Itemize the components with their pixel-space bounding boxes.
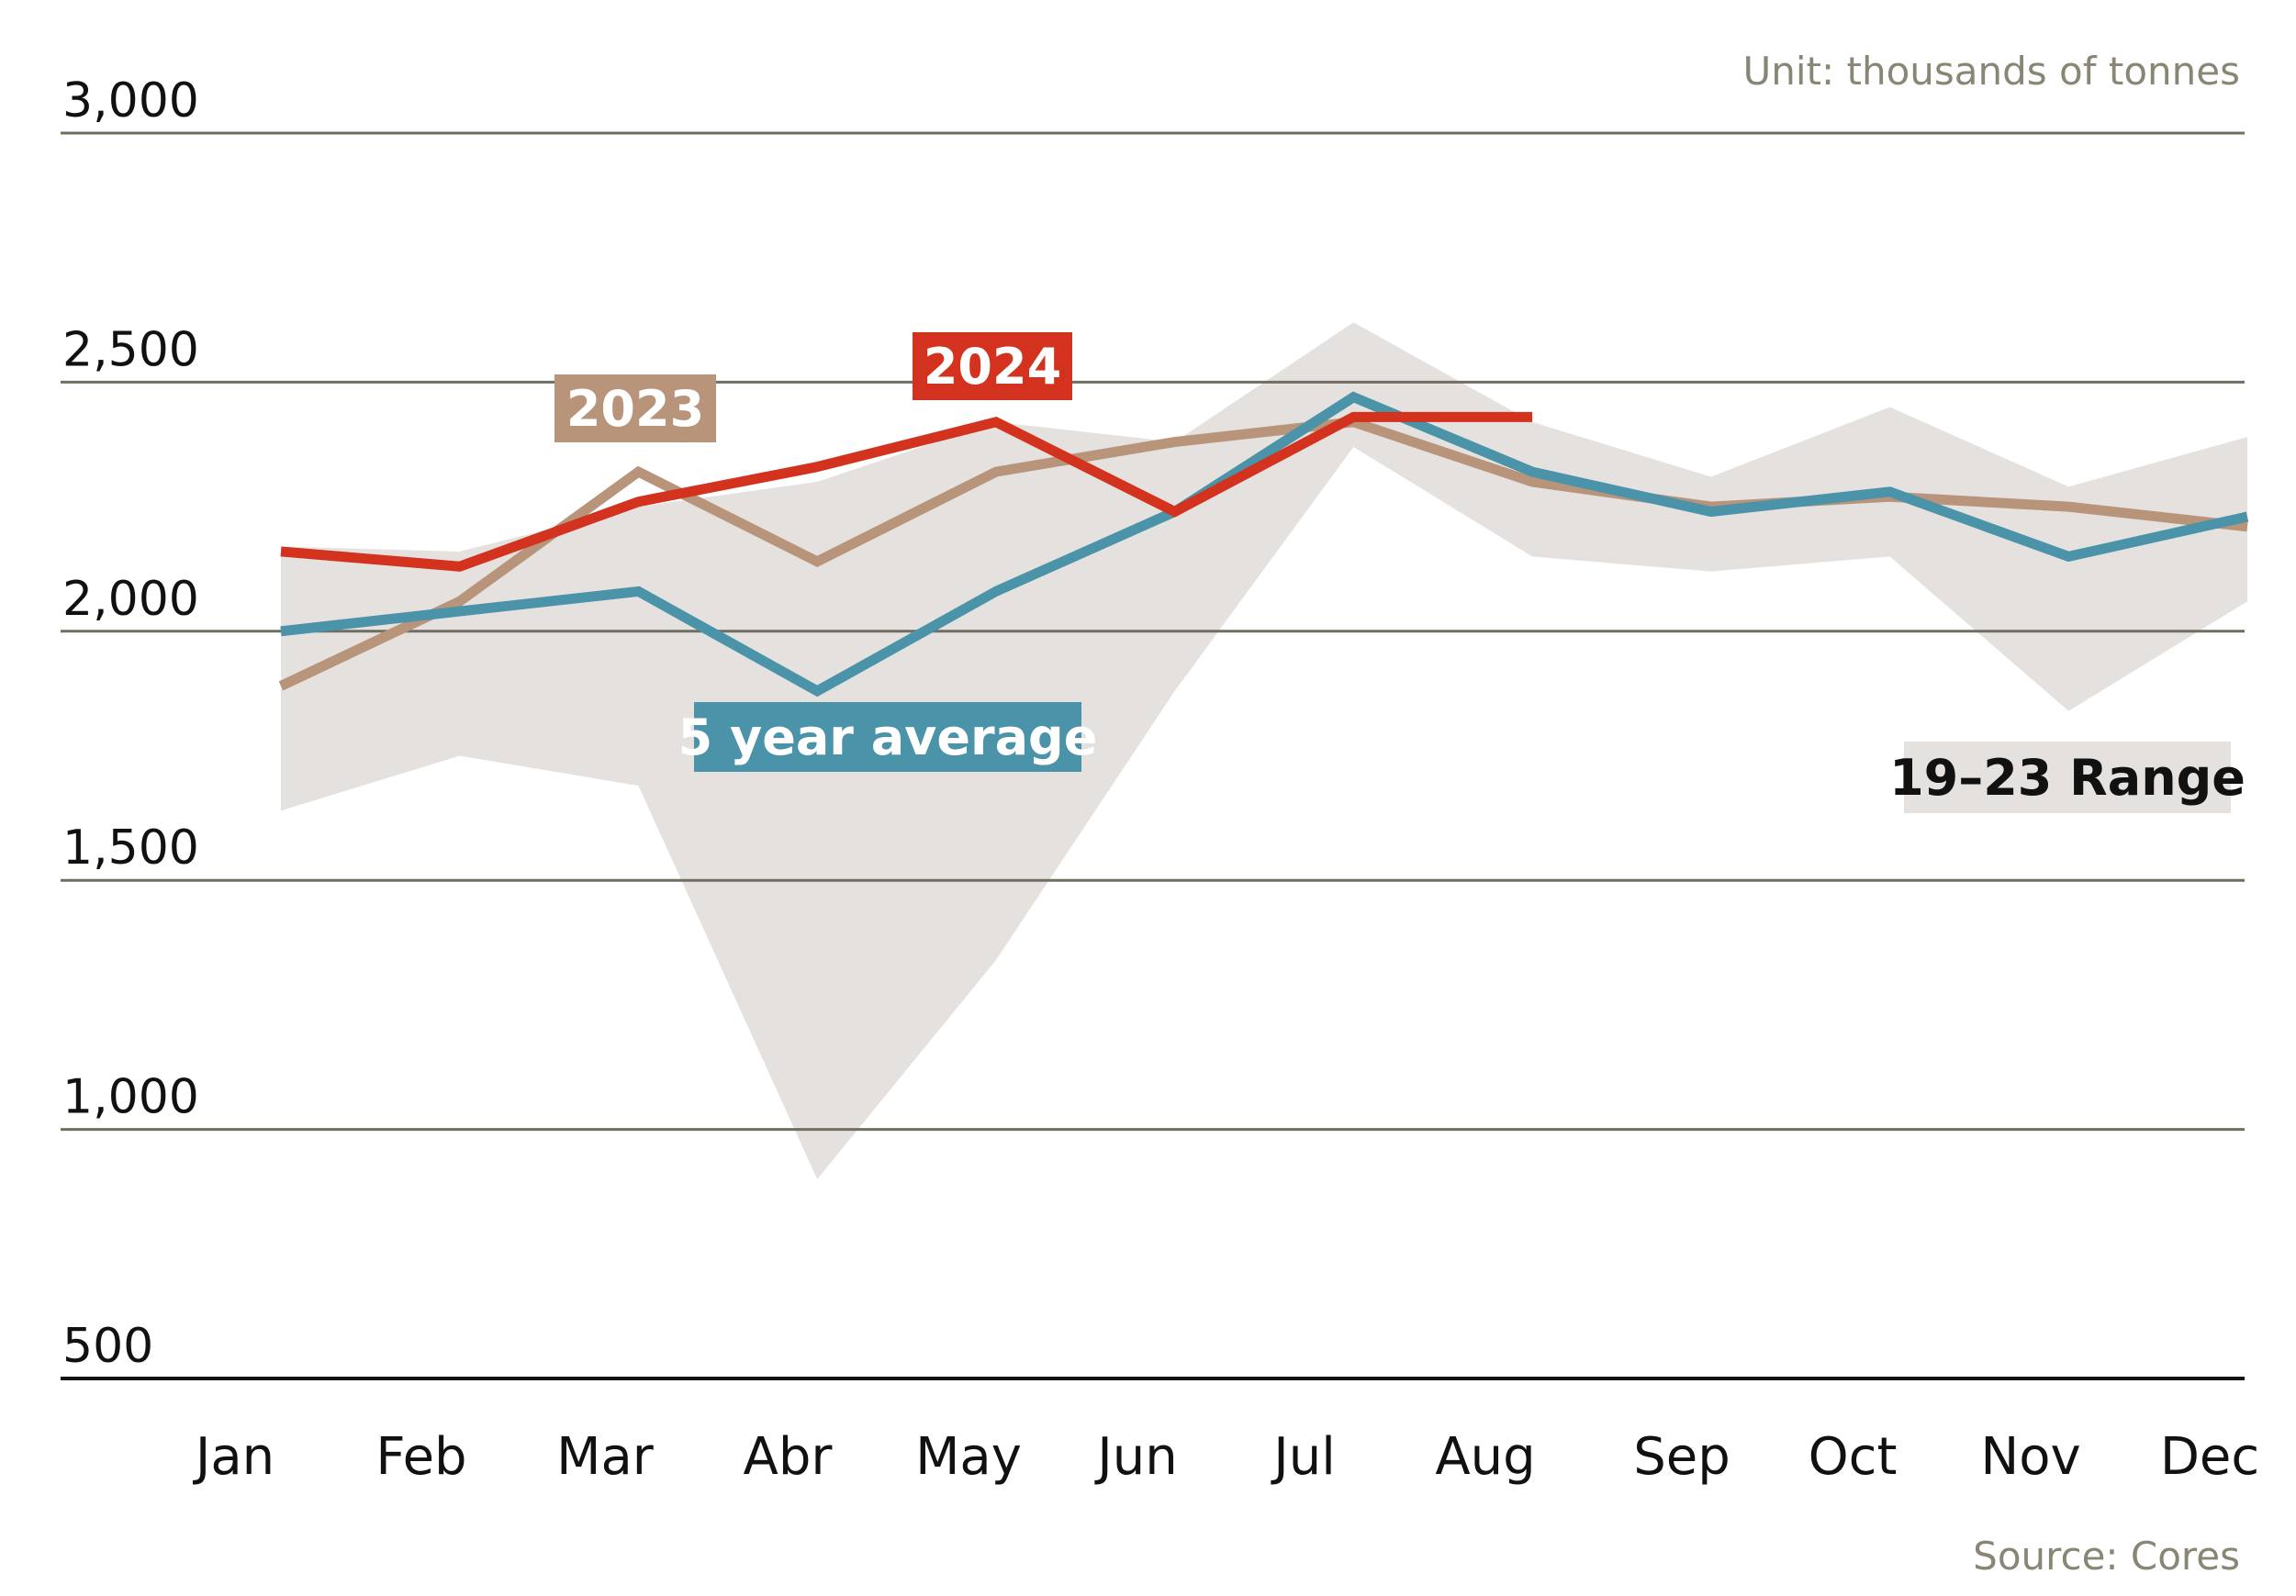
x-tick-label: Feb bbox=[375, 1427, 466, 1487]
y-tick-label: 3,000 bbox=[62, 73, 199, 128]
x-tick-label: Nov bbox=[1980, 1427, 2080, 1487]
x-tick-label: Jun bbox=[1094, 1427, 1178, 1487]
y-tick-label: 500 bbox=[62, 1319, 153, 1374]
tag-2023-label: 2023 bbox=[566, 380, 704, 438]
tag-2024-box bbox=[913, 332, 1072, 400]
tag-2024: 2024 bbox=[913, 332, 1072, 400]
series-line-5-year-average bbox=[280, 391, 2249, 698]
x-tick-label: Mar bbox=[556, 1427, 655, 1487]
tag-2023-box bbox=[554, 374, 716, 442]
x-tick-label: Sep bbox=[1633, 1427, 1730, 1487]
y-tick-label: 1,000 bbox=[62, 1070, 199, 1125]
x-tick-label: Dec bbox=[2160, 1427, 2259, 1487]
source-note: Source: Cores bbox=[1973, 1534, 2240, 1579]
x-tick-label: Aug bbox=[1435, 1427, 1535, 1487]
tag-5-year-average: 5 year average bbox=[678, 702, 1098, 772]
tag-2024-label: 2024 bbox=[924, 338, 1061, 396]
unit-note: Unit: thousands of tonnes bbox=[1743, 49, 2241, 94]
series-line-2024 bbox=[280, 411, 1533, 572]
x-tick-label: Oct bbox=[1809, 1427, 1898, 1487]
x-tick-label: Jul bbox=[1271, 1427, 1336, 1487]
tag-range-label: 19–23 Range bbox=[1889, 749, 2246, 807]
x-axis: Jan Feb Mar Abr May Jun Jul Aug Sep Oct Nov Dec bbox=[193, 1427, 2259, 1487]
tag-2023: 2023 bbox=[554, 374, 716, 442]
y-tick-label: 2,500 bbox=[62, 322, 199, 377]
y-tick-label: 2,000 bbox=[62, 572, 199, 627]
tag-range-box bbox=[1904, 742, 2231, 813]
tag-5-year-average-label: 5 year average bbox=[678, 709, 1098, 766]
x-tick-label: May bbox=[915, 1427, 1022, 1487]
grid-layer: 500 1,000 1,500 2,000 2,500 3,000 bbox=[61, 73, 2245, 1380]
tag-range: 19–23 Range bbox=[1889, 742, 2246, 813]
tag-5-year-average-box bbox=[694, 702, 1081, 772]
series-layer bbox=[278, 391, 2249, 698]
x-tick-label: Abr bbox=[744, 1427, 834, 1487]
x-tick-label: Jan bbox=[193, 1427, 274, 1487]
y-tick-label: 1,500 bbox=[62, 820, 199, 876]
